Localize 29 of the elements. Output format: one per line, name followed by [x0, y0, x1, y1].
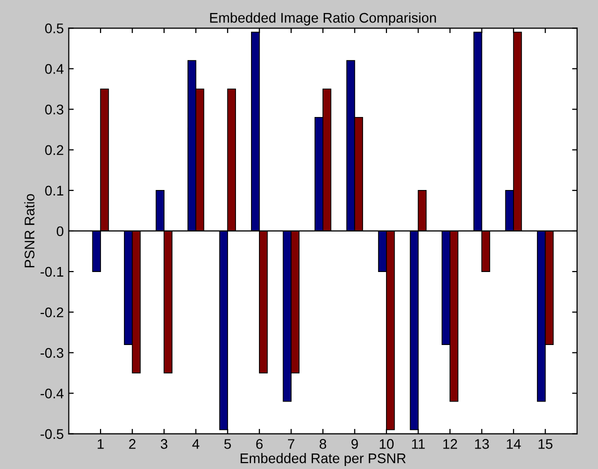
y-tick-label: -0.4 [40, 388, 64, 398]
x-tick-label: 8 [320, 439, 326, 449]
y-tick-label: -0.2 [40, 307, 64, 318]
x-tick-label: 12 [443, 439, 458, 449]
x-tick-label: 5 [224, 439, 231, 449]
y-tick-label: 0.4 [45, 64, 64, 74]
y-tick-label: 0.5 [45, 23, 64, 34]
x-axis-title: Embedded Rate per PSNR [240, 453, 406, 466]
chart-title: Embedded Image Ratio Comparision [210, 12, 436, 26]
y-tick-label: 0.1 [45, 186, 64, 196]
x-tick-label: 9 [351, 439, 358, 449]
x-tick-label: 4 [192, 439, 200, 449]
x-tick-label: 11 [412, 439, 425, 449]
x-tick-label: 7 [288, 439, 294, 449]
y-tick-label: -0.1 [40, 266, 64, 277]
x-tick-label: 14 [506, 439, 521, 449]
y-tick-label: -0.3 [40, 348, 64, 358]
y-tick-label: 0 [56, 226, 64, 236]
x-tick-label: 1 [98, 439, 104, 449]
x-tick-label: 15 [538, 439, 552, 449]
y-tick-label: 0.2 [45, 145, 64, 156]
y-tick-label: 0.3 [45, 104, 64, 114]
x-tick-label: 10 [380, 439, 394, 449]
x-tick-label: 6 [256, 439, 263, 449]
y-axis-title: PSNR Ratio [24, 194, 34, 268]
x-tick-label: 2 [129, 439, 136, 449]
y-tick-label: -0.5 [40, 429, 64, 439]
x-tick-label: 13 [475, 439, 489, 449]
x-tick-label: 3 [160, 439, 168, 449]
